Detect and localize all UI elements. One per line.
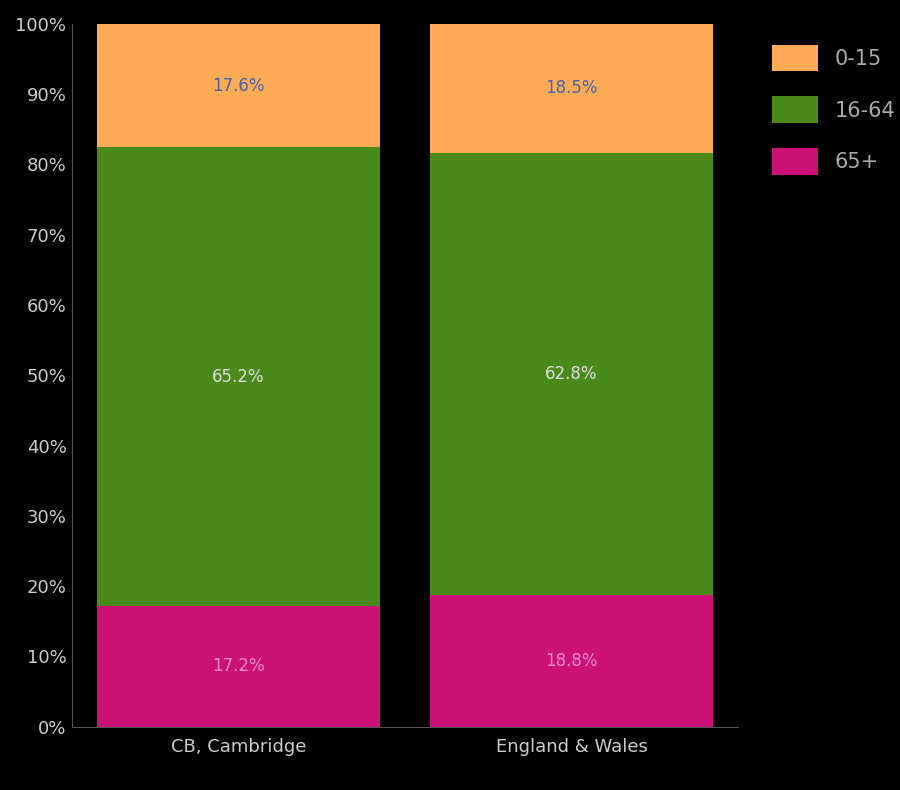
- Text: 18.5%: 18.5%: [545, 79, 598, 97]
- Bar: [430, 595, 713, 727]
- Bar: [430, 23, 713, 153]
- Bar: [97, 606, 380, 727]
- Text: 17.6%: 17.6%: [212, 77, 265, 95]
- Text: 65.2%: 65.2%: [212, 367, 265, 386]
- Bar: [97, 24, 380, 148]
- Text: 18.8%: 18.8%: [545, 652, 598, 670]
- Text: 17.2%: 17.2%: [212, 657, 265, 675]
- Text: 62.8%: 62.8%: [545, 365, 598, 383]
- Bar: [97, 148, 380, 606]
- Bar: [430, 153, 713, 595]
- Legend: 0-15, 16-64, 65+: 0-15, 16-64, 65+: [761, 34, 900, 186]
